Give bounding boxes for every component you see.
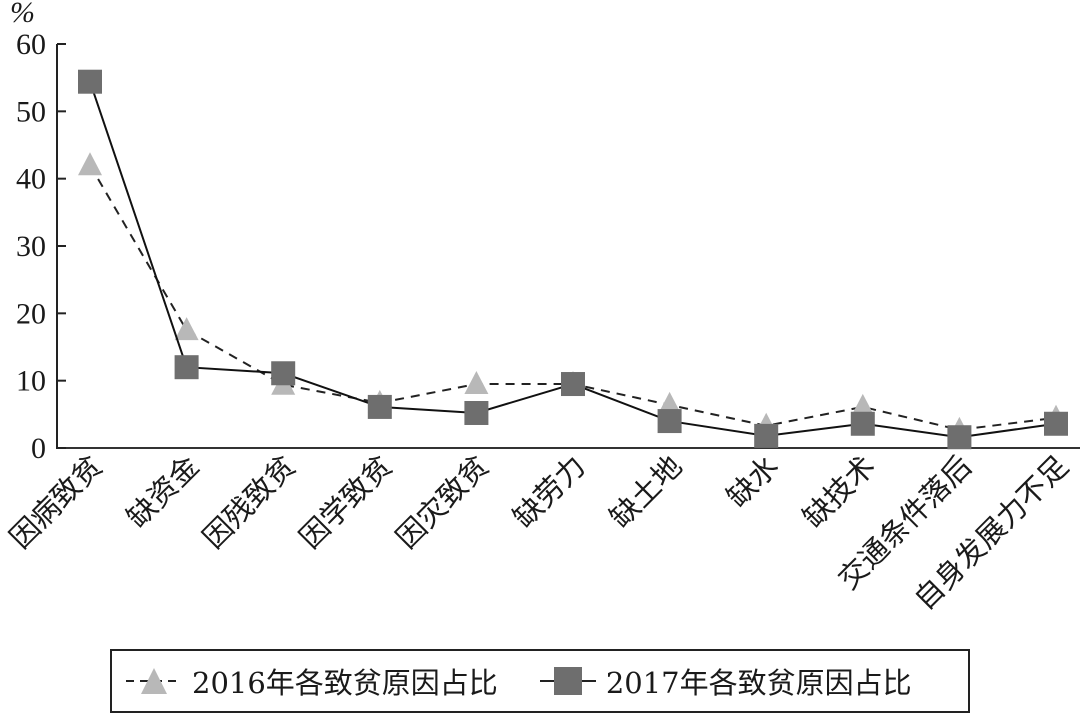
legend-label-2016: 2016年各致贫原因占比 <box>192 666 498 700</box>
x-tick-label: 缺土地 <box>603 449 689 535</box>
triangle-marker <box>78 152 102 176</box>
solid-square-icon <box>539 667 596 695</box>
y-tick-label: 40 <box>16 163 46 196</box>
legend-item-2016: 2016年各致贫原因占比 <box>124 660 498 702</box>
legend: 2016年各致贫原因占比 2017年各致贫原因占比 <box>110 649 970 713</box>
x-tick-label: 因残致贫 <box>196 449 302 555</box>
y-tick-label: 0 <box>31 432 46 465</box>
square-marker <box>561 372 585 397</box>
legend-item-2017: 2017年各致贫原因占比 <box>538 660 912 702</box>
square-marker <box>947 425 972 450</box>
y-tick-label: 20 <box>16 297 46 330</box>
x-tick-label: 缺劳力 <box>506 449 592 535</box>
square-marker <box>657 409 682 434</box>
y-tick-label: 10 <box>16 365 46 398</box>
x-tick-label: 因病致贫 <box>3 449 109 555</box>
axes: 0 10 20 30 40 50 60% <box>10 0 1080 465</box>
square-marker <box>271 361 296 386</box>
square-marker <box>754 423 779 448</box>
legend-label-2017: 2017年各致贫原因占比 <box>605 666 912 700</box>
triangle-marker <box>464 371 489 395</box>
y-tick-label: 60 <box>16 28 46 61</box>
square-marker <box>78 69 102 94</box>
x-tick-label: 缺技术 <box>796 449 882 535</box>
triangle-marker <box>850 393 875 417</box>
x-tick-label: 缺资金 <box>120 449 206 535</box>
square-marker <box>850 411 875 436</box>
square-marker <box>367 394 392 419</box>
y-tick-label: 30 <box>16 230 46 263</box>
y-tick-label: 50 <box>16 95 46 128</box>
x-tick-label: 因灾致贫 <box>389 449 495 555</box>
triangle-marker <box>174 317 199 341</box>
x-tick-label: 缺水 <box>720 449 785 514</box>
square-marker <box>1044 411 1068 436</box>
dashed-triangle-icon <box>126 668 182 694</box>
series-layer <box>78 69 1068 450</box>
y-unit-label: % <box>10 0 35 29</box>
square-marker <box>174 355 199 380</box>
square-marker <box>464 400 489 425</box>
x-tick-label: 因学致贫 <box>293 449 399 555</box>
